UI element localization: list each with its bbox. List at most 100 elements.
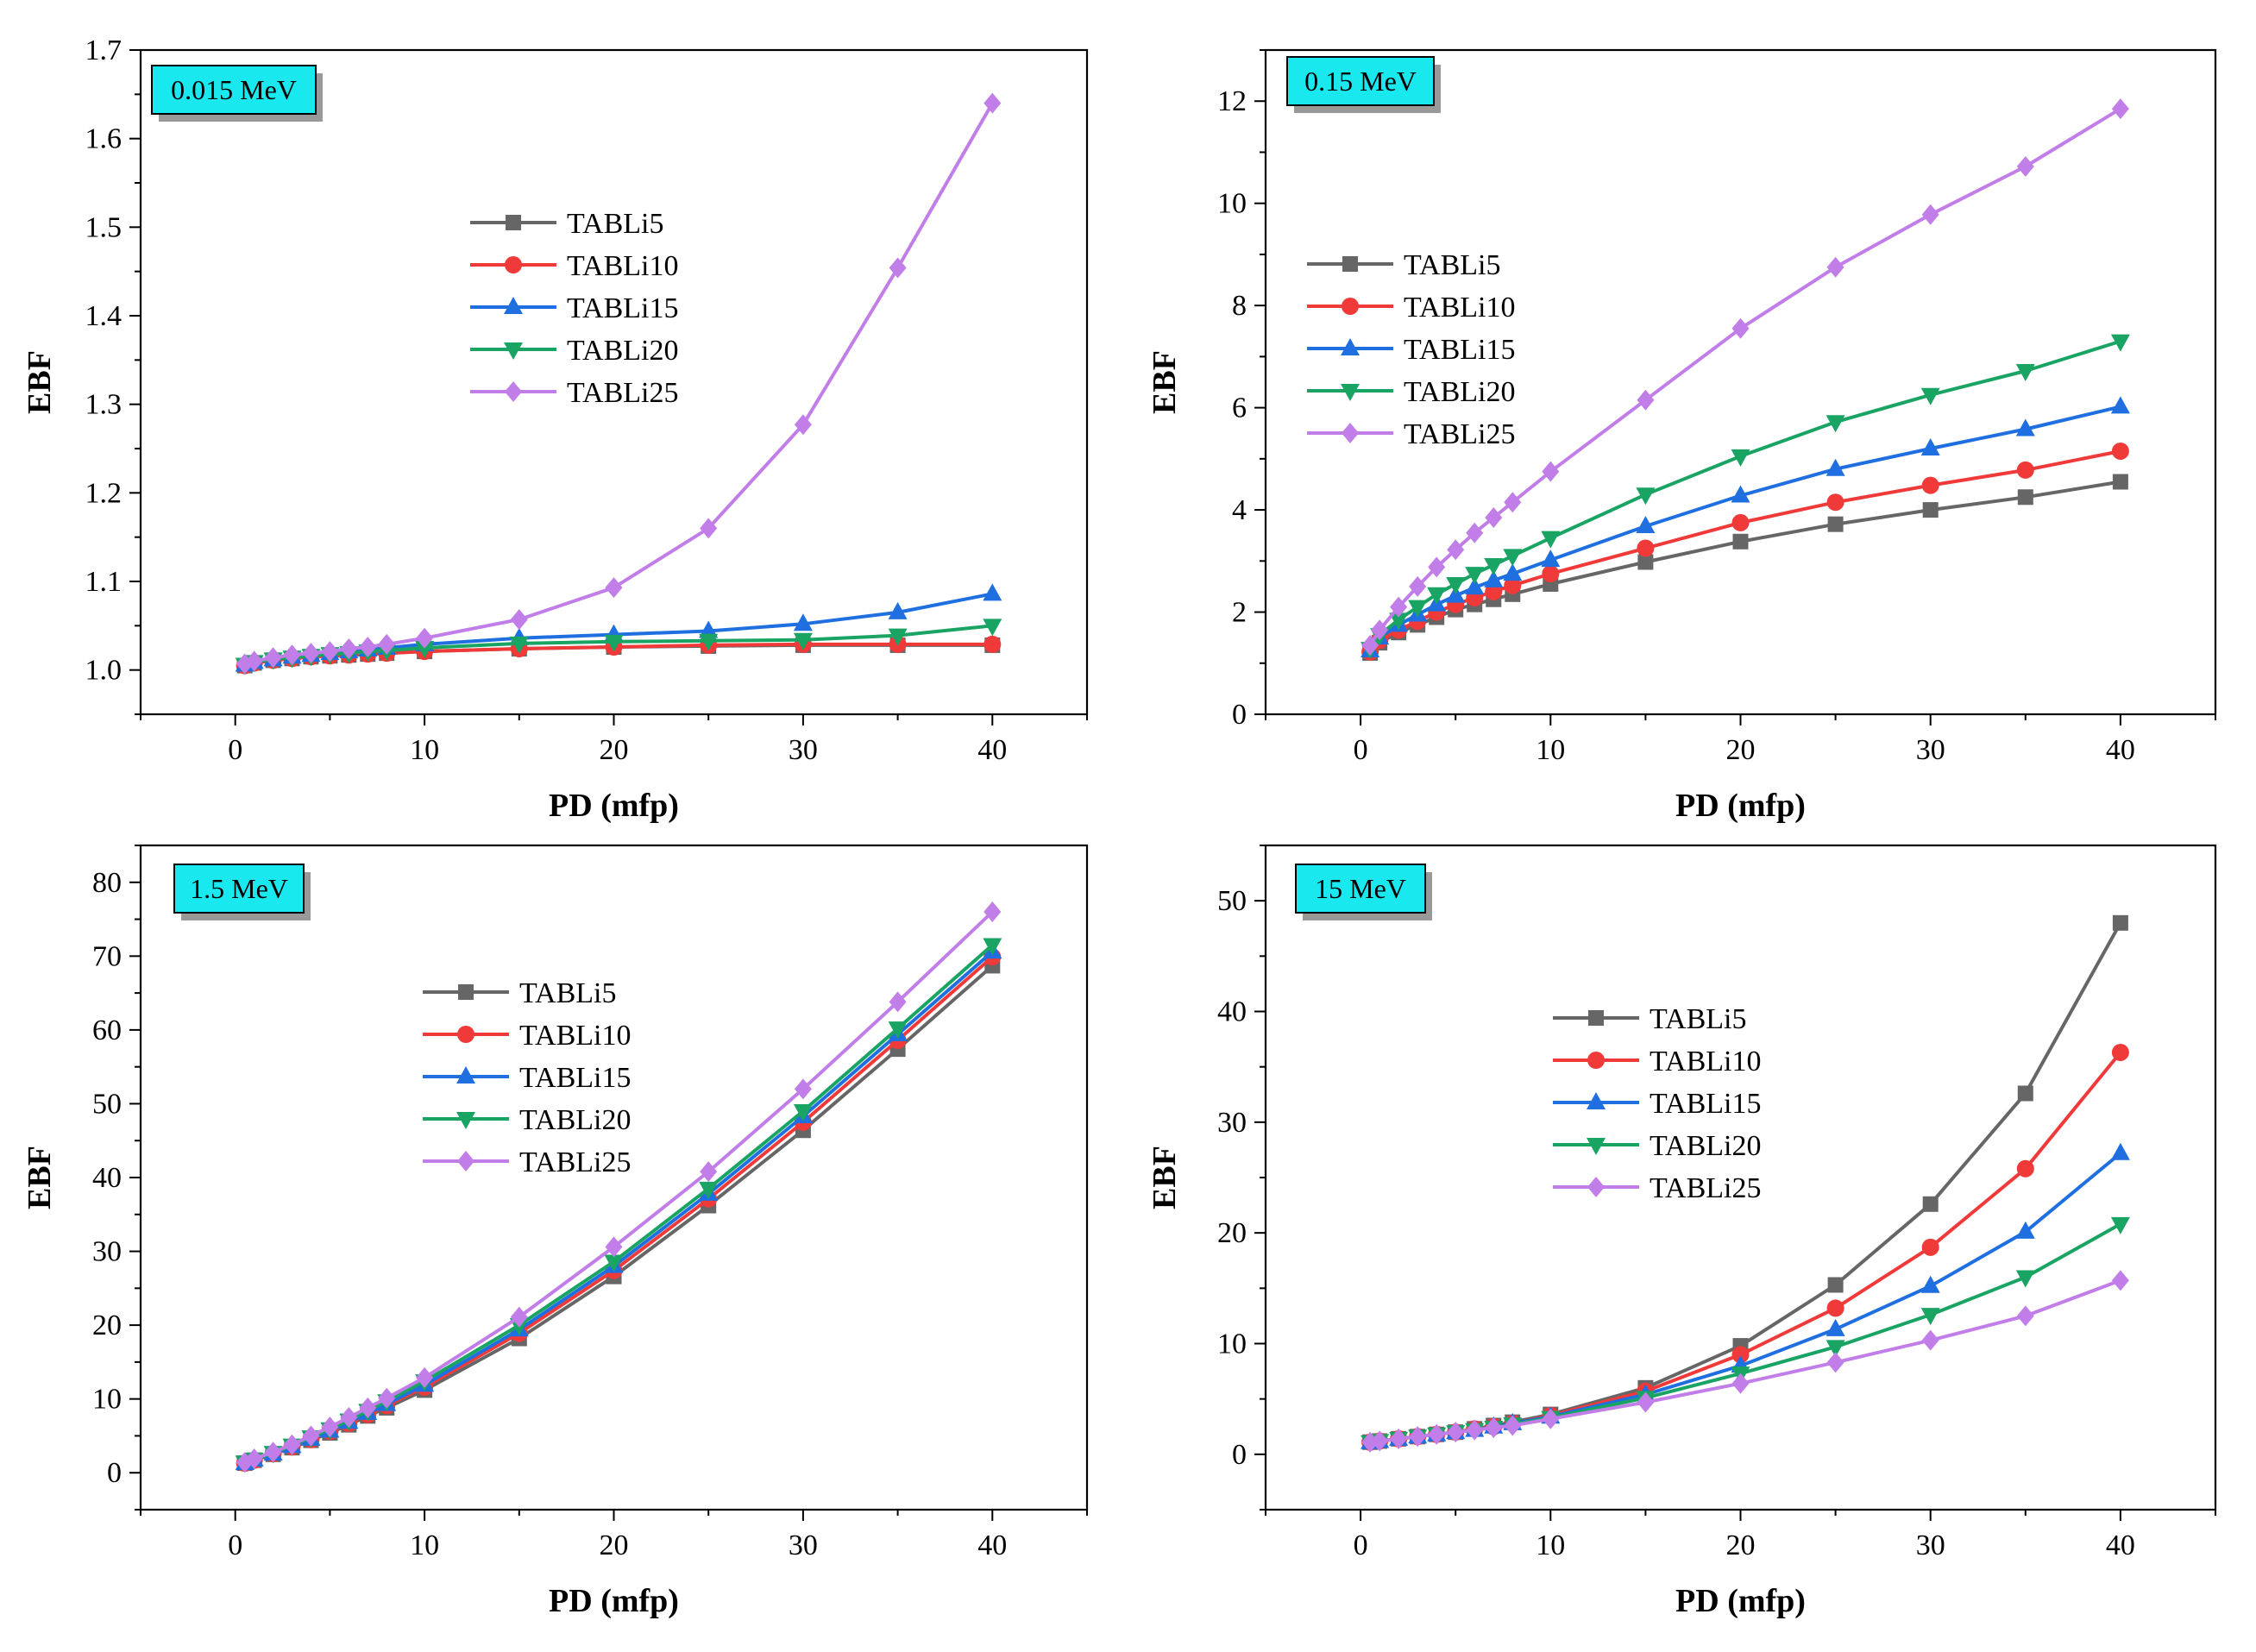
- data-point: [264, 1442, 282, 1463]
- data-point: [1541, 550, 1561, 568]
- data-point: [2112, 914, 2128, 931]
- data-point: [1637, 389, 1655, 411]
- data-point: [700, 518, 718, 539]
- legend-marker: [1587, 1092, 1606, 1109]
- y-tick-label: 50: [1217, 885, 1247, 917]
- data-point: [1503, 549, 1523, 567]
- legend-entry: TABLi20: [470, 335, 679, 367]
- legend-entry: TABLi25: [1553, 1172, 1762, 1204]
- series-TABLi25: [1361, 1270, 2129, 1453]
- data-point: [2110, 396, 2130, 414]
- data-point: [1465, 567, 1485, 585]
- data-point: [1485, 506, 1503, 528]
- data-point: [2110, 1142, 2130, 1160]
- data-point: [699, 620, 719, 638]
- energy-label: 15 MeV: [1315, 873, 1406, 904]
- data-point: [2110, 1216, 2130, 1234]
- x-tick-label: 30: [1916, 734, 1945, 766]
- legend-label: TABLi5: [519, 977, 617, 1009]
- data-point: [1466, 522, 1484, 543]
- data-point: [340, 1407, 358, 1429]
- legend-entry: TABLi10: [470, 250, 679, 282]
- y-tick-label: 1.7: [85, 35, 123, 66]
- legend-label: TABLi20: [519, 1104, 632, 1136]
- data-point: [2017, 489, 2033, 506]
- x-tick-label: 0: [1354, 1530, 1368, 1561]
- energy-label-box: 0.015 MeV: [151, 65, 323, 122]
- data-point: [605, 577, 623, 599]
- x-tick-label: 0: [1354, 734, 1368, 766]
- y-tick-label: 1.1: [85, 566, 123, 598]
- legend-marker: [457, 1151, 474, 1171]
- energy-box: [151, 65, 317, 115]
- data-point: [983, 938, 1002, 956]
- legend-label: TABLi10: [1650, 1046, 1762, 1077]
- legend-marker: [1341, 338, 1360, 355]
- y-tick-label: 30: [92, 1236, 122, 1268]
- data-point: [1731, 449, 1750, 467]
- data-point: [1504, 576, 1522, 594]
- data-point: [1921, 204, 1939, 225]
- data-point: [604, 634, 624, 652]
- data-point: [302, 643, 320, 664]
- data-point: [1731, 317, 1750, 339]
- data-point: [245, 650, 263, 672]
- legend: TABLi5 TABLi10 TABLi15 TABLi20 TABLi25: [470, 208, 679, 409]
- x-axis-label: PD (mfp): [549, 1583, 679, 1619]
- series-line: [1368, 339, 2121, 650]
- data-point: [888, 601, 908, 619]
- data-point: [889, 991, 907, 1013]
- legend-marker: [457, 1026, 474, 1043]
- data-point: [509, 636, 529, 654]
- data-point: [321, 1416, 339, 1438]
- series-TABLi20: [1361, 1216, 2130, 1453]
- data-point: [1504, 1415, 1522, 1436]
- x-tick-label: 20: [1726, 1530, 1756, 1561]
- data-point: [604, 1254, 624, 1272]
- data-point: [2112, 474, 2128, 490]
- data-point: [2015, 1221, 2035, 1239]
- legend-marker: [1342, 256, 1358, 272]
- x-tick-label: 40: [977, 1530, 1007, 1561]
- legend-entry: TABLi15: [423, 1062, 632, 1094]
- series-line: [1369, 1222, 2121, 1444]
- data-point: [1826, 493, 1844, 512]
- data-point: [1826, 1352, 1844, 1373]
- energy-label: 1.5 MeV: [190, 873, 288, 904]
- series-line: [1369, 1278, 2121, 1444]
- data-point: [983, 901, 1002, 922]
- legend-marker: [504, 297, 523, 314]
- data-point: [793, 632, 813, 650]
- data-point: [1447, 1422, 1465, 1443]
- data-point: [793, 1104, 813, 1121]
- x-tick-label: 40: [2106, 734, 2135, 766]
- x-tick-label: 0: [228, 1530, 242, 1561]
- y-axis-label: EBF: [1147, 350, 1183, 414]
- energy-label-box: 15 MeV: [1295, 864, 1432, 920]
- energy-label-box: 1.5 MeV: [173, 864, 311, 920]
- data-point: [983, 619, 1002, 637]
- legend-marker: [1342, 298, 1359, 315]
- y-tick-label: 8: [1232, 290, 1247, 322]
- data-point: [1637, 1391, 1655, 1413]
- legend-entry: TABLi25: [470, 377, 679, 409]
- y-tick-label: 10: [1217, 188, 1247, 220]
- series-TABLi10: [1361, 442, 2129, 661]
- data-point: [1827, 1277, 1844, 1293]
- legend-label: TABLi25: [519, 1146, 632, 1178]
- data-point: [2111, 1043, 2129, 1061]
- data-point: [1920, 1275, 1940, 1293]
- data-point: [1920, 387, 1940, 405]
- data-point: [700, 1161, 718, 1183]
- series-line: [1368, 107, 2121, 647]
- x-tick-label: 20: [600, 734, 629, 766]
- data-point: [415, 641, 435, 658]
- x-tick-label: 20: [1726, 734, 1756, 766]
- data-point: [340, 638, 358, 660]
- data-point: [1542, 461, 1560, 482]
- data-point: [1466, 1419, 1484, 1441]
- data-point: [2111, 442, 2129, 460]
